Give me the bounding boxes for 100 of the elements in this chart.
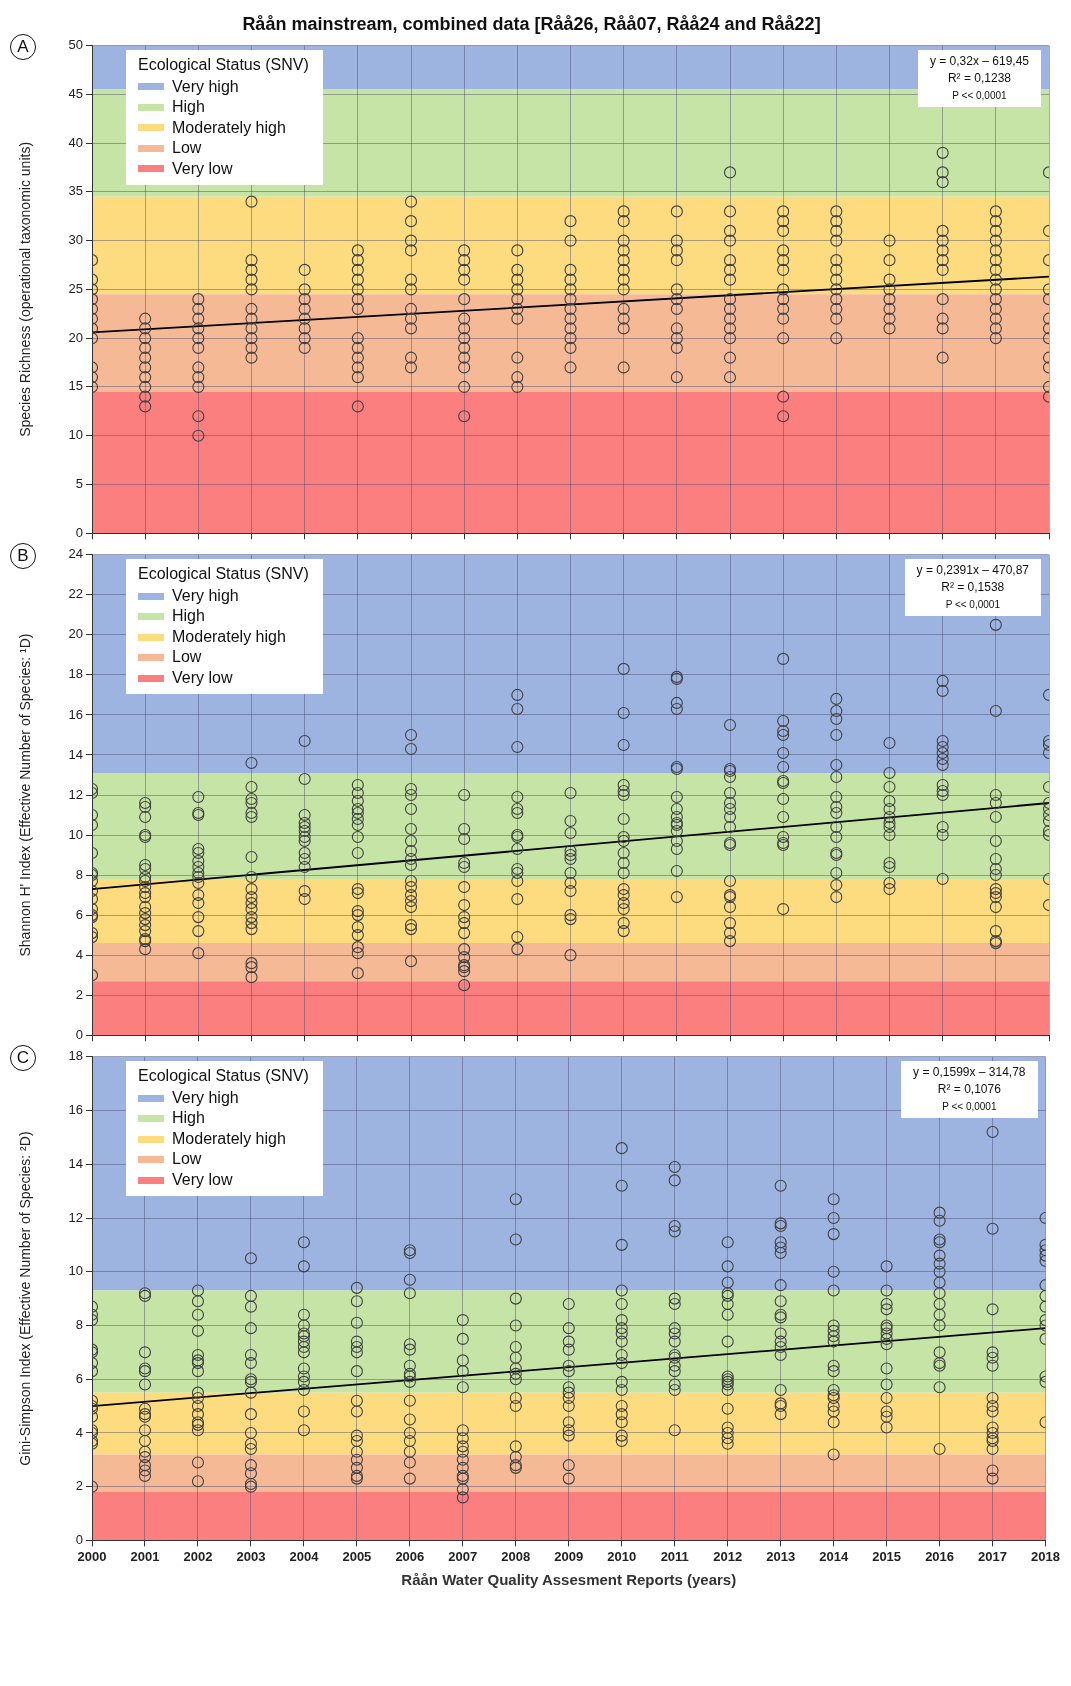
y-axis-title: Shannon H' Index (Effective Number of Species: ¹D) (17, 633, 34, 957)
point (139, 796, 152, 810)
point (511, 351, 524, 364)
point (936, 820, 949, 834)
point (192, 312, 205, 325)
point (138, 1424, 152, 1437)
point (138, 1434, 152, 1448)
point (668, 1378, 681, 1391)
point (615, 1348, 628, 1362)
point (670, 696, 683, 709)
point (615, 1297, 628, 1311)
point (830, 273, 843, 286)
point (139, 943, 152, 956)
point (617, 925, 630, 938)
point (351, 847, 364, 860)
point (827, 1365, 840, 1378)
legend-label: Very low (172, 667, 233, 688)
point (721, 1437, 734, 1450)
point (297, 1424, 310, 1437)
point (723, 371, 737, 384)
point (511, 283, 524, 296)
point (830, 283, 843, 296)
point (883, 254, 896, 267)
point (723, 875, 737, 888)
point (138, 1402, 152, 1415)
point (989, 322, 1002, 335)
point (351, 812, 364, 826)
point (350, 1365, 363, 1378)
point (298, 263, 311, 276)
point (404, 244, 418, 257)
point (138, 1464, 152, 1477)
band-label: High (172, 97, 205, 118)
point (564, 786, 577, 800)
point (830, 728, 843, 741)
point (139, 332, 152, 345)
point (192, 925, 205, 938)
point (880, 1297, 893, 1311)
point (670, 302, 683, 315)
point (139, 871, 152, 884)
point (458, 857, 471, 870)
x-tick-label: 2016 (925, 1548, 955, 1564)
point (989, 788, 1002, 802)
point (617, 215, 630, 228)
point (298, 816, 311, 830)
point (509, 1193, 522, 1206)
y-tick-label: 6 (75, 906, 83, 922)
point (777, 792, 790, 806)
point (404, 955, 418, 968)
point (617, 883, 630, 896)
point (668, 1365, 681, 1378)
point (986, 1303, 999, 1316)
point (777, 293, 790, 306)
point (191, 1365, 204, 1378)
point (723, 802, 737, 816)
point (880, 1332, 893, 1345)
point (562, 1400, 575, 1413)
point (351, 929, 364, 942)
point (989, 810, 1002, 824)
point (458, 332, 471, 345)
point (933, 1297, 946, 1311)
point (245, 897, 258, 910)
point (936, 684, 949, 697)
point (986, 1421, 999, 1434)
point (989, 224, 1002, 237)
point (989, 891, 1002, 904)
point (351, 351, 364, 364)
point (615, 1429, 628, 1442)
point (456, 1440, 469, 1453)
point (351, 273, 364, 286)
point (936, 674, 949, 687)
point (562, 1322, 575, 1335)
point (830, 879, 843, 892)
point (139, 875, 152, 888)
point (458, 322, 471, 335)
point (138, 1469, 152, 1482)
point (723, 293, 737, 306)
point (350, 1295, 363, 1308)
point (245, 806, 258, 820)
point (668, 1322, 681, 1335)
point (191, 1295, 204, 1308)
point (191, 1475, 204, 1488)
point (139, 341, 152, 354)
point (511, 273, 524, 286)
point (139, 800, 152, 814)
point (458, 979, 471, 992)
point (723, 351, 737, 364)
point (511, 867, 524, 880)
point (244, 1459, 257, 1472)
point (458, 943, 471, 956)
point (670, 891, 683, 904)
point (774, 1348, 787, 1362)
point (933, 1206, 946, 1219)
point (986, 1351, 999, 1364)
point (511, 931, 524, 944)
band-label: Very high (172, 1087, 239, 1108)
point (777, 224, 790, 237)
point (989, 293, 1002, 306)
point (191, 1408, 204, 1421)
point (723, 810, 737, 824)
point (404, 919, 418, 932)
